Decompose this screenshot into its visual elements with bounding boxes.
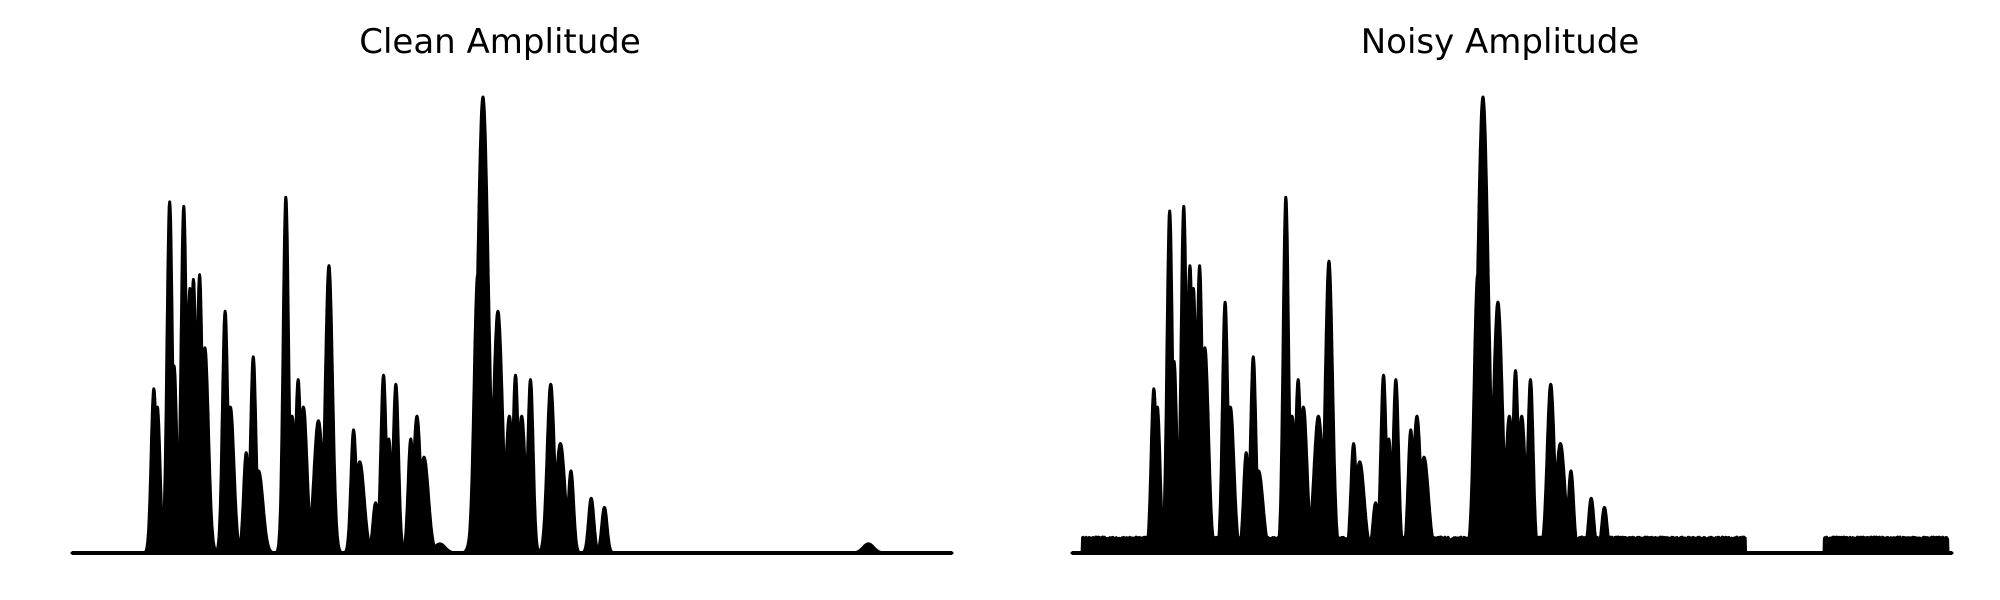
clean-amplitude-panel: Clean Amplitude (70, 22, 954, 555)
series-area (1070, 95, 1954, 555)
noisy-amplitude-panel: Noisy Amplitude (1000, 0, 2000, 600)
chart-title: Noisy Amplitude (1360, 22, 1640, 62)
clean-amplitude-plot (70, 95, 954, 555)
noisy-amplitude-plot (1070, 95, 1954, 555)
series-area (70, 95, 954, 555)
chart-title: Clean Amplitude (359, 22, 641, 62)
